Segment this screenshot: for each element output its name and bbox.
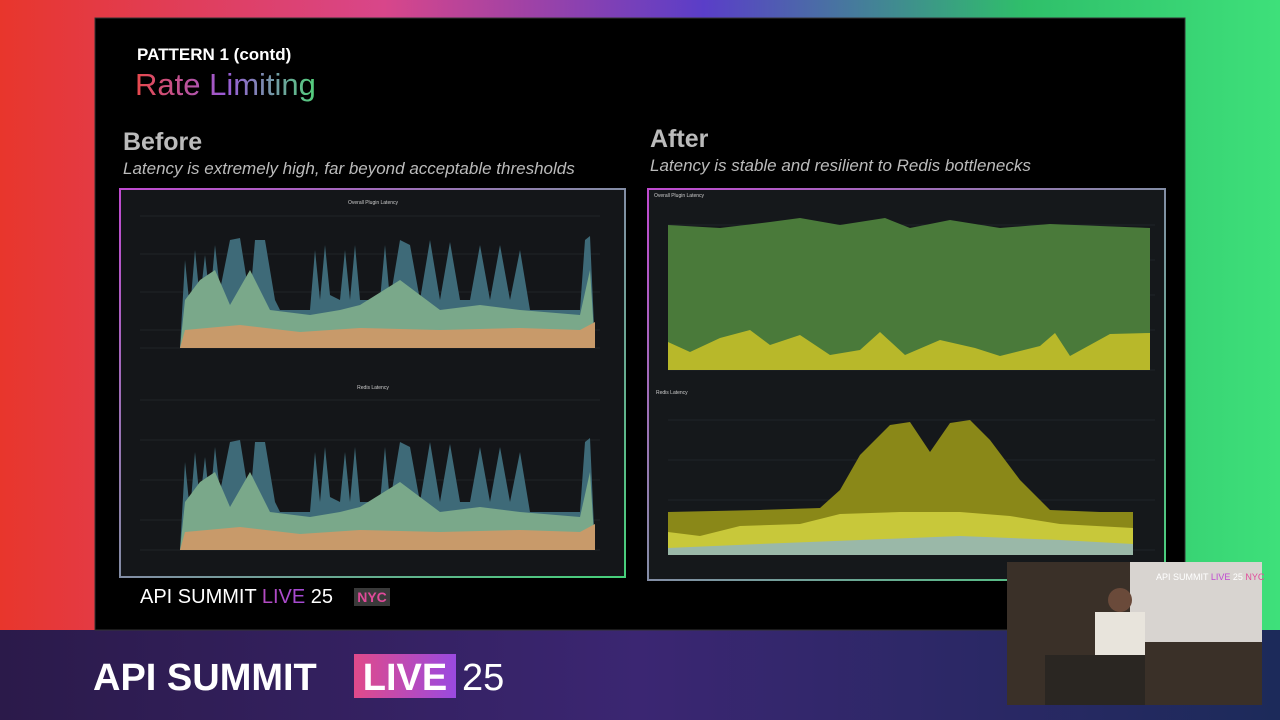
inset-logo: API SUMMIT LIVE 25 NYC — [1156, 572, 1265, 582]
year: 25 — [311, 586, 333, 608]
screen-bg — [1130, 562, 1262, 642]
chart-title: Redis Latency — [357, 385, 389, 391]
area — [668, 330, 1150, 370]
city-badge — [354, 588, 390, 606]
kicker: PATTERN 1 (contd) — [137, 45, 291, 64]
city: NYC — [1245, 572, 1265, 582]
before-caption: Latency is extremely high, far beyond ac… — [123, 159, 575, 178]
city: NYC — [357, 589, 387, 605]
live: LIVE — [1211, 572, 1231, 582]
podium — [1045, 655, 1145, 705]
banner-brand: API SUMMIT — [93, 657, 317, 699]
area — [668, 218, 1150, 370]
speaker-head — [1108, 588, 1132, 612]
brand: API SUMMIT — [140, 586, 256, 608]
brand: API SUMMIT — [1156, 572, 1209, 582]
live-badge — [354, 654, 456, 698]
after-heading: After — [650, 125, 709, 153]
footer-logo: API SUMMIT LIVE 25 — [140, 586, 333, 608]
after-caption: Latency is stable and resilient to Redis… — [650, 156, 1031, 175]
live: LIVE — [262, 586, 305, 608]
banner-year: 25 — [462, 657, 504, 699]
area — [668, 536, 1133, 555]
chart-title: Redis Latency — [656, 390, 688, 396]
slide-title: Rate Limiting — [135, 67, 316, 102]
chart-title: Overall Plugin Latency — [654, 193, 705, 199]
chart-title: Overall Plugin Latency — [348, 200, 399, 206]
year: 25 — [1233, 572, 1243, 582]
before-heading: Before — [123, 128, 202, 156]
banner-live: LIVE — [363, 657, 447, 699]
